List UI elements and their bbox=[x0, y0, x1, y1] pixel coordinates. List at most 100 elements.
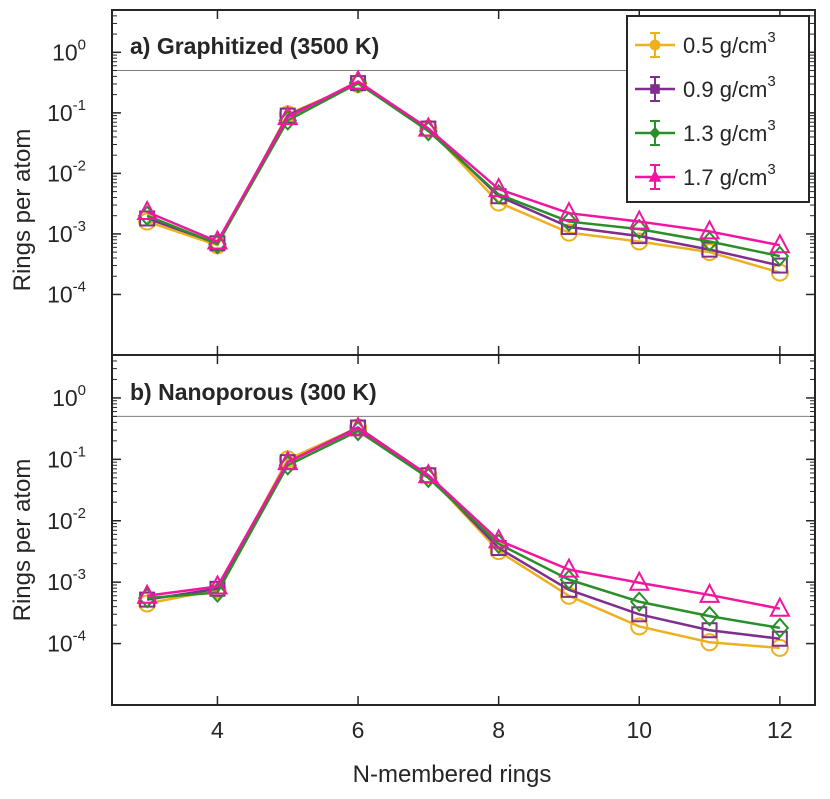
ytick-label-base: 10 bbox=[47, 281, 73, 307]
data-point bbox=[136, 583, 158, 604]
data-point bbox=[347, 69, 369, 90]
legend-item-1-3: 1.3 g/cm3 bbox=[635, 117, 776, 146]
data-point bbox=[700, 605, 719, 627]
data-point bbox=[701, 622, 718, 639]
data-point bbox=[628, 209, 650, 230]
panel-b-ytick-label-0: 100 bbox=[52, 382, 86, 411]
data-point bbox=[698, 219, 721, 240]
data-point bbox=[277, 450, 299, 471]
panel-b-series-1-7 bbox=[136, 416, 791, 617]
data-point bbox=[206, 229, 229, 250]
panel-b-ytick-label-1: 10-1 bbox=[47, 443, 86, 472]
legend-label: 0.5 g/cm3 bbox=[683, 29, 776, 58]
series-line bbox=[147, 429, 781, 630]
panel-b-frame bbox=[111, 354, 816, 706]
legend-marker bbox=[650, 84, 660, 94]
ytick-label-exp: -1 bbox=[73, 97, 86, 114]
panel-b-title: b) Nanoporous (300 K) bbox=[130, 379, 377, 405]
data-point bbox=[630, 617, 649, 636]
data-point bbox=[770, 617, 790, 639]
data-point bbox=[558, 201, 580, 222]
legend-unit-exp: 3 bbox=[767, 161, 775, 178]
legend-value: 1.3 bbox=[683, 121, 720, 146]
ytick-label-exp: -3 bbox=[73, 566, 86, 583]
data-point bbox=[347, 416, 369, 437]
data-point bbox=[558, 557, 580, 578]
panel-a-ytick-label-1: 10-1 bbox=[47, 97, 86, 126]
panel-a-ytick-label-4: 10-4 bbox=[47, 278, 86, 307]
ytick-label-exp: 0 bbox=[78, 382, 86, 399]
ytick-label-base: 10 bbox=[47, 446, 73, 472]
series-line bbox=[146, 81, 781, 258]
ytick-label-exp: -2 bbox=[73, 505, 86, 522]
ytick-label-exp: -2 bbox=[73, 157, 86, 174]
xtick-label-4: 4 bbox=[211, 717, 224, 743]
panel-a-ylabel: Rings per atom bbox=[9, 129, 36, 292]
legend-unit-exp: 3 bbox=[767, 73, 775, 90]
panel-b-ytick-label-4: 10-4 bbox=[47, 628, 86, 657]
data-point bbox=[631, 606, 648, 623]
legend-item-1-7: 1.7 g/cm3 bbox=[635, 161, 776, 190]
panel-a: a) Graphitized (3500 K) bbox=[130, 33, 379, 59]
legend-unit-exp: 3 bbox=[767, 29, 775, 46]
series-line bbox=[146, 426, 780, 640]
data-point bbox=[487, 528, 510, 549]
data-point bbox=[487, 176, 510, 198]
data-point bbox=[136, 199, 158, 221]
ytick-label-base: 10 bbox=[47, 160, 73, 186]
panel-b-ylabel: Rings per atom bbox=[9, 459, 36, 622]
data-point bbox=[206, 574, 229, 595]
data-point bbox=[769, 233, 791, 254]
legend-marker bbox=[648, 169, 662, 182]
panel-a-title: a) Graphitized (3500 K) bbox=[130, 33, 379, 59]
ytick-label-base: 10 bbox=[47, 508, 73, 534]
series-line bbox=[146, 80, 781, 247]
data-point bbox=[698, 582, 721, 603]
data-point bbox=[208, 581, 227, 603]
panel-b-ytick-label-3: 10-3 bbox=[47, 566, 86, 595]
legend-value: 0.9 bbox=[683, 77, 720, 102]
ytick-label-exp: -1 bbox=[73, 443, 86, 460]
legend-item-0-9: 0.9 g/cm3 bbox=[635, 73, 776, 102]
ytick-label-base: 10 bbox=[52, 385, 78, 411]
ytick-label-base: 10 bbox=[47, 569, 73, 595]
data-point bbox=[771, 257, 788, 274]
ytick-label-base: 10 bbox=[47, 100, 73, 126]
data-point bbox=[629, 218, 649, 240]
legend-unit: g/cm bbox=[720, 77, 768, 102]
xtick-label-12: 12 bbox=[767, 717, 793, 743]
legend-unit: g/cm bbox=[720, 165, 768, 190]
legend-marker bbox=[649, 126, 661, 140]
panel-b-series-0-5 bbox=[138, 418, 789, 657]
data-point bbox=[629, 591, 649, 613]
data-point bbox=[769, 596, 791, 617]
series-line bbox=[146, 427, 781, 610]
ytick-label-exp: -3 bbox=[73, 218, 86, 235]
data-point bbox=[417, 116, 440, 137]
ytick-label-base: 10 bbox=[47, 221, 73, 247]
panel-b: b) Nanoporous (300 K) bbox=[130, 379, 377, 405]
series-line bbox=[146, 426, 780, 650]
legend-unit: g/cm bbox=[720, 121, 768, 146]
data-point bbox=[417, 463, 440, 484]
legend-value: 1.7 bbox=[683, 165, 720, 190]
panel-a-ytick-label-3: 10-3 bbox=[47, 218, 86, 247]
legend-unit-exp: 3 bbox=[767, 117, 775, 134]
panel-a-series-1-7 bbox=[136, 69, 791, 254]
data-point bbox=[560, 581, 577, 598]
legend-label: 0.9 g/cm3 bbox=[683, 73, 776, 102]
data-point bbox=[771, 630, 788, 647]
data-point bbox=[628, 570, 650, 591]
ytick-label-exp: 0 bbox=[78, 36, 86, 53]
panel-a-ytick-label-0: 100 bbox=[52, 36, 86, 65]
panel-b-series-1-3 bbox=[137, 420, 790, 639]
data-point bbox=[277, 104, 299, 126]
data-point bbox=[559, 211, 579, 233]
ytick-label-exp: -4 bbox=[73, 628, 86, 645]
legend-unit: g/cm bbox=[720, 33, 768, 58]
ytick-label-exp: -4 bbox=[73, 278, 86, 295]
